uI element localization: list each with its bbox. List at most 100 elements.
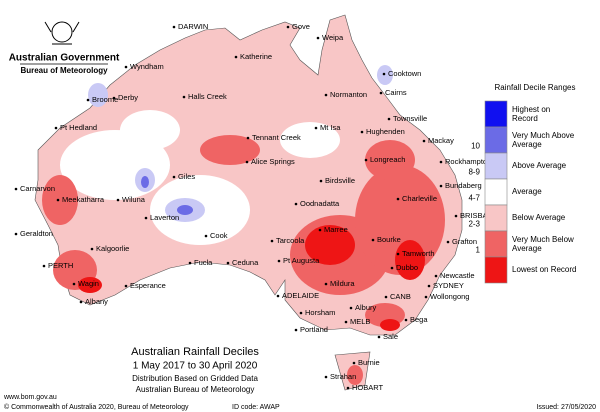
place-label: Longreach xyxy=(370,155,405,164)
copyright: © Commonwealth of Australia 2020, Bureau… xyxy=(4,403,189,411)
place-dot xyxy=(112,96,116,100)
place-dot xyxy=(324,375,328,379)
map-method: Distribution Based on Gridded Data xyxy=(132,374,258,383)
place-label: Geraldton xyxy=(20,229,53,238)
place-label: Esperance xyxy=(130,281,166,290)
place-dot xyxy=(379,91,383,95)
place-dot xyxy=(434,274,438,278)
crest xyxy=(44,21,80,45)
place-label: Weipa xyxy=(322,33,344,42)
place-dot xyxy=(124,65,128,69)
place-label: Grafton xyxy=(452,237,477,246)
place-label: Kalgoorlie xyxy=(96,244,129,253)
place-dot xyxy=(404,318,408,322)
place-label: Sale xyxy=(383,332,398,341)
decile-label: 10 xyxy=(471,142,480,151)
place-label: CANB xyxy=(390,292,411,301)
place-label: Portland xyxy=(300,325,328,334)
map-title: Australian Rainfall Deciles xyxy=(131,346,259,358)
legend-label: Average xyxy=(512,187,542,196)
place-dot xyxy=(124,284,128,288)
place-label: MELB xyxy=(350,317,370,326)
place-label: Bega xyxy=(410,315,428,324)
legend-swatch xyxy=(484,178,508,206)
place-dot xyxy=(79,300,83,304)
place-label: Newcastle xyxy=(440,271,475,280)
place-label: Cook xyxy=(210,231,228,240)
agency: Bureau of Meteorology xyxy=(20,66,108,75)
place-dot xyxy=(352,361,356,365)
place-dot xyxy=(90,247,94,251)
place-dot xyxy=(204,234,208,238)
place-dot xyxy=(56,198,60,202)
place-dot xyxy=(172,175,176,179)
place-dot xyxy=(382,72,386,76)
place-label: Burnie xyxy=(358,358,380,367)
place-dot xyxy=(172,25,176,29)
legend-swatch xyxy=(484,100,508,128)
government: Australian Government xyxy=(9,53,120,64)
place-dot xyxy=(316,36,320,40)
place-dot xyxy=(188,261,192,265)
place-label: HOBART xyxy=(352,383,384,392)
place-label: Katherine xyxy=(240,52,272,61)
place-label: Oodnadatta xyxy=(300,199,340,208)
legend-label: Very Much Below Average xyxy=(512,235,574,253)
place-dot xyxy=(454,214,458,218)
place-label: Townsville xyxy=(393,114,427,123)
place-label: DARWIN xyxy=(178,22,208,31)
place-label: Horsham xyxy=(305,308,335,317)
legend-label: Very Much Above Average xyxy=(512,131,575,149)
place-dot xyxy=(387,117,391,121)
place-label: Alice Springs xyxy=(251,157,295,166)
place-dot xyxy=(234,55,238,59)
place-label: Laverton xyxy=(150,213,179,222)
place-dot xyxy=(344,320,348,324)
place-dot xyxy=(277,259,281,263)
place-dot xyxy=(439,184,443,188)
legend-label: Lowest on Record xyxy=(512,265,576,274)
place-dot xyxy=(396,252,400,256)
place-label: Ceduna xyxy=(232,258,259,267)
place-label: Strahan xyxy=(330,372,356,381)
place-label: Halls Creek xyxy=(188,92,227,101)
legend-title: Rainfall Decile Ranges xyxy=(495,83,576,92)
decile-label: 8-9 xyxy=(468,168,480,177)
id-code: ID code: AWAP xyxy=(232,404,280,411)
place-dot xyxy=(384,295,388,299)
place-dot xyxy=(182,95,186,99)
map-source: Australian Bureau of Meteorology xyxy=(136,385,255,394)
place-dot xyxy=(446,240,450,244)
place-label: Cooktown xyxy=(388,69,421,78)
place-dot xyxy=(324,282,328,286)
place-label: Tennant Creek xyxy=(252,133,301,142)
place-label: Charleville xyxy=(402,194,437,203)
place-dot xyxy=(377,335,381,339)
place-label: Albany xyxy=(85,297,108,306)
place-label: SYDNEY xyxy=(433,281,464,290)
place-label: Wiluna xyxy=(122,195,146,204)
place-label: Mildura xyxy=(330,279,355,288)
place-label: Wollongong xyxy=(430,292,469,301)
place-label: Broome xyxy=(92,95,118,104)
legend-swatch xyxy=(484,204,508,232)
url: www.bom.gov.au xyxy=(3,394,57,401)
legend-label: Highest on Record xyxy=(512,105,550,123)
legend: Highest on Record Very Much Above Average Ab… xyxy=(468,100,576,284)
place-dot xyxy=(42,264,46,268)
place-dot xyxy=(116,198,120,202)
place-dot xyxy=(364,158,368,162)
place-dot xyxy=(349,306,353,310)
place-label: Normanton xyxy=(330,90,367,99)
place-label: Carnarvon xyxy=(20,184,55,193)
place-dot xyxy=(427,284,431,288)
place-label: Fucla xyxy=(194,258,213,267)
place-label: Hughenden xyxy=(366,127,405,136)
legend-swatch xyxy=(484,230,508,258)
map-period: 1 May 2017 to 30 April 2020 xyxy=(133,361,258,372)
issued: Issued: 27/05/2020 xyxy=(536,404,596,411)
place-label: Pt Hedland xyxy=(60,123,97,132)
place-label: Marree xyxy=(324,225,348,234)
place-dot xyxy=(390,266,394,270)
